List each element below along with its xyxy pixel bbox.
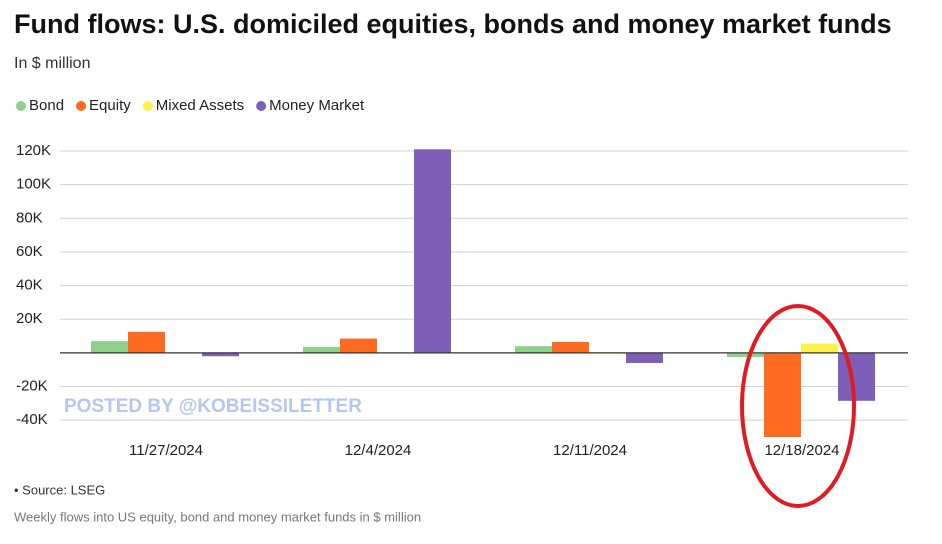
bar xyxy=(626,352,663,363)
bar xyxy=(414,149,451,353)
chart-subtitle: In $ million xyxy=(14,55,90,72)
chart-title: Fund flows: U.S. domiciled equities, bon… xyxy=(14,9,892,39)
bar xyxy=(128,331,165,353)
highlight-ellipse xyxy=(740,304,856,508)
legend-swatch xyxy=(76,101,87,111)
y-tick-label: 120K xyxy=(16,142,51,159)
legend-label: Mixed Assets xyxy=(156,97,244,114)
x-tick-label: 11/27/2024 xyxy=(129,442,203,459)
bar xyxy=(515,346,552,353)
y-tick-label: -20K xyxy=(16,377,48,394)
y-tick-label: -40K xyxy=(16,411,48,428)
legend-label: Money Market xyxy=(269,97,365,114)
bar xyxy=(91,341,128,353)
bar xyxy=(801,343,838,353)
bar xyxy=(202,352,239,357)
x-tick-label: 12/18/2024 xyxy=(764,442,839,459)
legend-label: Equity xyxy=(89,97,131,114)
y-tick-label: 20K xyxy=(16,310,43,327)
legend-swatch xyxy=(142,101,153,111)
bar xyxy=(552,341,589,353)
legend: Bond Equity Mixed Assets Money Market xyxy=(16,97,365,114)
bar xyxy=(340,338,377,353)
y-tick-label: 100K xyxy=(16,176,51,193)
x-tick-label: 12/4/2024 xyxy=(345,442,412,459)
bar xyxy=(838,352,875,401)
note: Weekly flows into US equity, bond and mo… xyxy=(14,509,421,524)
x-tick-label: 12/11/2024 xyxy=(553,442,627,459)
y-tick-label: 60K xyxy=(16,243,43,260)
bar xyxy=(764,352,801,437)
legend-swatch xyxy=(256,101,267,111)
legend-label: Bond xyxy=(29,97,64,114)
bar xyxy=(727,352,764,358)
plot-area: -40K -20K 20K 40K 60K 80K 100K 120K 11/27/2024 12… xyxy=(16,142,908,459)
watermark: POSTED BY @KOBEISSILETTER xyxy=(64,396,362,417)
legend-swatch xyxy=(16,101,26,111)
source: • Source: LSEG xyxy=(14,482,105,497)
bar xyxy=(303,346,340,353)
y-tick-label: 80K xyxy=(16,209,43,226)
y-tick-label: 40K xyxy=(16,277,43,294)
